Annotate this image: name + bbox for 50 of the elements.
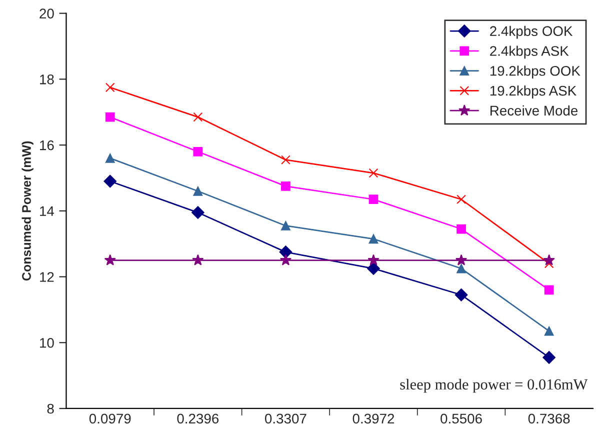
point xyxy=(105,82,115,92)
x-tick-label: 0.7368 xyxy=(528,414,570,424)
point xyxy=(368,234,378,244)
point xyxy=(192,254,204,266)
point xyxy=(279,246,292,258)
legend-label: 19.2kbps OOK xyxy=(490,66,580,79)
point xyxy=(542,351,556,364)
point xyxy=(368,168,378,178)
y-tick-label: 18 xyxy=(40,74,54,84)
y-tick-label: 12 xyxy=(40,272,54,282)
y-axis-title: Consumed Power (mW) xyxy=(22,141,34,281)
point xyxy=(104,174,117,188)
x-tick-label: 0.3307 xyxy=(265,414,306,424)
legend-label: 2.4kbps ASK xyxy=(490,46,569,59)
y-tick-label: 16 xyxy=(40,140,54,150)
point xyxy=(104,254,116,266)
y-tick-label: 14 xyxy=(40,206,54,216)
point xyxy=(193,112,203,122)
point xyxy=(454,288,468,302)
point xyxy=(455,254,468,266)
point xyxy=(280,254,292,266)
point xyxy=(367,262,380,275)
point xyxy=(368,254,380,266)
point xyxy=(281,182,290,191)
point xyxy=(193,146,203,156)
point xyxy=(191,206,204,219)
point xyxy=(456,194,466,204)
point xyxy=(543,254,555,266)
x-tick-label: 0.0979 xyxy=(89,414,131,424)
y-tick-label: 8 xyxy=(47,404,54,414)
point xyxy=(544,258,554,268)
legend-label: 19.2kbps ASK xyxy=(490,85,576,98)
point xyxy=(544,326,554,336)
point xyxy=(281,221,290,230)
point xyxy=(456,264,466,274)
x-tick-label: 0.3972 xyxy=(352,414,394,424)
y-tick-label: 10 xyxy=(40,338,54,348)
point xyxy=(281,155,290,165)
legend-label: Receive Mode xyxy=(490,105,578,116)
x-tick-label: 0.5506 xyxy=(440,414,482,424)
point xyxy=(105,154,115,163)
point xyxy=(193,186,203,196)
point xyxy=(368,194,378,204)
point xyxy=(105,112,115,122)
legend-label: 2.4kpbs OOK xyxy=(490,26,573,39)
annotation: sleep mode power = 0.016mW xyxy=(400,378,588,393)
point xyxy=(544,285,554,295)
y-tick-label: 20 xyxy=(40,8,54,18)
point xyxy=(456,224,466,234)
x-tick-label: 0.2396 xyxy=(177,414,219,424)
